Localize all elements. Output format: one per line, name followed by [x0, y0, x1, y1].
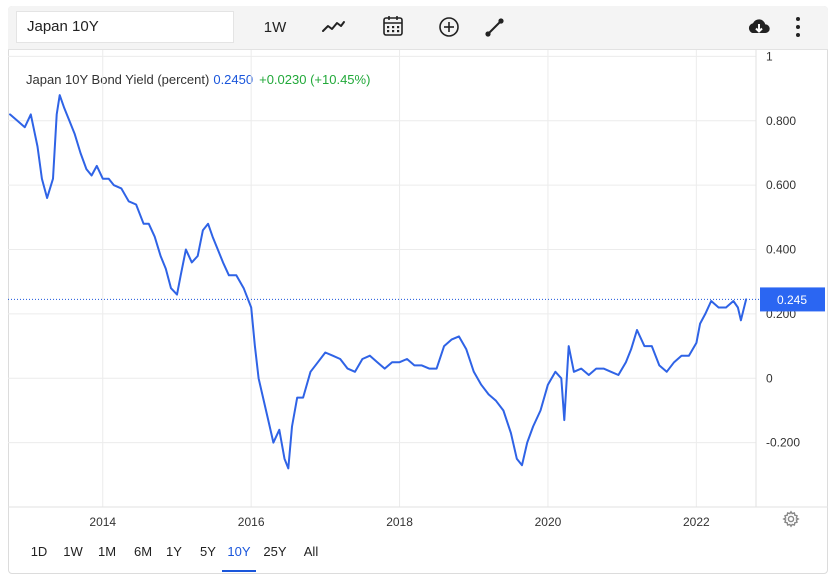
- series-change: +0.0230 (+10.45%): [259, 72, 371, 87]
- range-button-1y[interactable]: 1Y: [166, 544, 182, 559]
- range-button-10y[interactable]: 10Y: [222, 538, 256, 572]
- range-button-1w[interactable]: 1W: [63, 544, 83, 559]
- y-tick-label: 0.400: [766, 243, 796, 257]
- y-tick-label: 1: [766, 49, 773, 63]
- range-button-5y[interactable]: 5Y: [200, 544, 216, 559]
- range-button-1d[interactable]: 1D: [30, 544, 48, 559]
- x-tick-label: 2018: [386, 515, 413, 529]
- series-line: [9, 94, 748, 470]
- x-tick-label: 2022: [683, 515, 710, 529]
- last-value-tag-bg: [760, 287, 825, 312]
- line-chart-icon[interactable]: [320, 14, 346, 40]
- range-button-all[interactable]: All: [303, 544, 319, 559]
- series-name: Japan 10Y Bond Yield (percent): [26, 72, 210, 87]
- range-button-6m[interactable]: 6M: [133, 544, 153, 559]
- series-info: Japan 10Y Bond Yield (percent) 0.2450 +0.0…: [26, 72, 370, 87]
- y-tick-label: 0.600: [766, 178, 796, 192]
- more-vertical-icon[interactable]: [786, 14, 812, 40]
- grid-lines: [8, 50, 756, 507]
- last-value-tag: 0.245: [760, 287, 825, 312]
- range-button-1m[interactable]: 1M: [97, 544, 117, 559]
- x-tick-label: 2020: [535, 515, 562, 529]
- last-value-tag-label: 0.245: [777, 293, 807, 307]
- series-value: 0.2450: [213, 72, 254, 87]
- y-tick-label: 0: [766, 371, 773, 385]
- y-tick-label: 0.800: [766, 114, 796, 128]
- calendar-icon[interactable]: [380, 13, 406, 39]
- settings-gear-icon[interactable]: [782, 510, 800, 528]
- interval-selector[interactable]: 1W: [263, 19, 287, 36]
- add-circle-icon[interactable]: [436, 14, 462, 40]
- symbol-input[interactable]: Japan 10Y: [16, 11, 234, 43]
- y-tick-label: -0.200: [766, 436, 800, 450]
- chart-frame: [8, 6, 828, 574]
- x-tick-label: 2014: [89, 515, 116, 529]
- download-cloud-icon[interactable]: [746, 14, 772, 40]
- x-axis-ticks: 2014 2016 2018 2020 2022: [89, 515, 710, 529]
- range-button-25y[interactable]: 25Y: [263, 544, 287, 559]
- series-layer: [9, 94, 748, 470]
- x-tick-label: 2016: [238, 515, 265, 529]
- draw-line-icon[interactable]: [482, 14, 508, 40]
